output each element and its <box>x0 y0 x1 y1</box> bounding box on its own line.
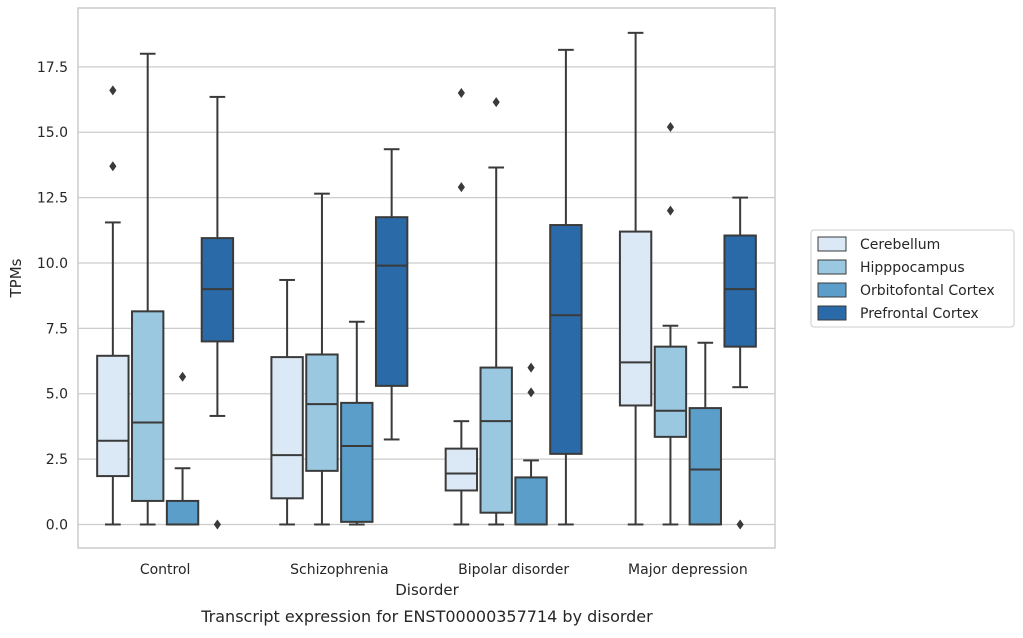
outlier-point <box>666 205 675 216</box>
x-tick-label: Major depression <box>628 562 748 578</box>
chart-caption: Transcript expression for ENST0000035771… <box>200 607 653 626</box>
box-orbitofontal-cortex <box>165 371 200 526</box>
box-hipppocampus <box>479 97 513 526</box>
box-body <box>653 345 688 438</box>
grid-lines <box>78 66 775 526</box>
box-body <box>479 366 513 514</box>
y-tick-label: 15.0 <box>37 125 68 141</box>
box-body <box>723 234 757 348</box>
y-tick-label: 17.5 <box>37 60 68 76</box>
x-axis-label: Disorder <box>395 581 459 599</box>
box-cerebellum <box>444 87 479 526</box>
legend-label: Prefrontal Cortex <box>860 306 979 322</box>
legend-label: Orbitofontal Cortex <box>860 283 995 299</box>
legend-frame <box>810 229 1015 328</box>
box-body <box>444 447 479 492</box>
box-body <box>131 310 165 502</box>
outlier-point <box>666 121 675 132</box>
outlier-point <box>457 182 465 193</box>
box-prefrontal-cortex <box>549 48 583 526</box>
box-body <box>340 401 374 523</box>
box-prefrontal-cortex <box>200 95 235 530</box>
legend-swatch <box>817 236 847 252</box>
x-tick-label: Bipolar disorder <box>458 562 569 578</box>
y-tick-label: 10.0 <box>37 256 68 272</box>
box-prefrontal-cortex <box>723 196 757 530</box>
y-axis-ticks: 0.0 2.5 5.0 7.5 10.0 12.5 15.0 17.5 <box>37 60 68 534</box>
outlier-point <box>736 519 744 530</box>
plot-frame <box>77 7 776 549</box>
box-body <box>305 353 339 472</box>
y-tick-label: 12.5 <box>37 191 68 207</box>
y-tick-label: 7.5 <box>46 321 68 337</box>
y-tick-label: 5.0 <box>46 387 68 403</box>
box-prefrontal-cortex <box>374 148 409 441</box>
outlier-point <box>178 371 187 382</box>
box-hipppocampus <box>305 192 339 526</box>
y-tick-label: 2.5 <box>46 452 68 468</box>
box-body <box>270 356 304 500</box>
box-body <box>514 476 548 526</box>
outlier-point <box>109 85 117 96</box>
box-body <box>549 224 583 455</box>
outlier-point <box>213 519 221 530</box>
x-tick-label: Schizophrenia <box>290 562 388 578</box>
box-cerebellum <box>618 31 653 526</box>
legend-label: Cerebellum <box>860 237 940 253</box>
box-body <box>96 354 130 478</box>
y-tick-label: 0.0 <box>46 517 68 533</box>
legend-swatch <box>817 305 847 321</box>
legend-items: Cerebellum Hipppocampus Orbitofontal Corte… <box>817 236 995 322</box>
box-body <box>165 499 200 526</box>
legend: Cerebellum Hipppocampus Orbitofontal Corte… <box>810 229 1015 328</box>
box-body <box>618 230 653 407</box>
box-orbitofontal-cortex <box>340 320 374 526</box>
legend-label: Hipppocampus <box>860 260 965 276</box>
box-cerebellum <box>270 278 304 526</box>
outlier-point <box>492 97 500 108</box>
x-tick-label: Control <box>140 562 191 578</box>
box-body <box>688 407 722 526</box>
box-body <box>374 216 409 387</box>
outlier-point <box>527 387 535 398</box>
box-orbitofontal-cortex <box>514 362 548 526</box>
y-axis-label: TPMs <box>7 258 25 298</box>
outlier-point <box>457 87 465 98</box>
legend-swatch <box>817 259 847 275</box>
legend-swatch <box>817 282 847 298</box>
x-axis-ticks: Control Schizophrenia Bipolar disorder Majo… <box>140 562 748 578</box>
box-cerebellum <box>96 85 130 526</box>
box-hipppocampus <box>653 121 688 526</box>
box-hipppocampus <box>131 52 165 526</box>
outlier-point <box>527 362 535 373</box>
outlier-point <box>109 161 117 172</box>
box-orbitofontal-cortex <box>688 341 722 526</box>
box-series-layer <box>96 31 757 530</box>
